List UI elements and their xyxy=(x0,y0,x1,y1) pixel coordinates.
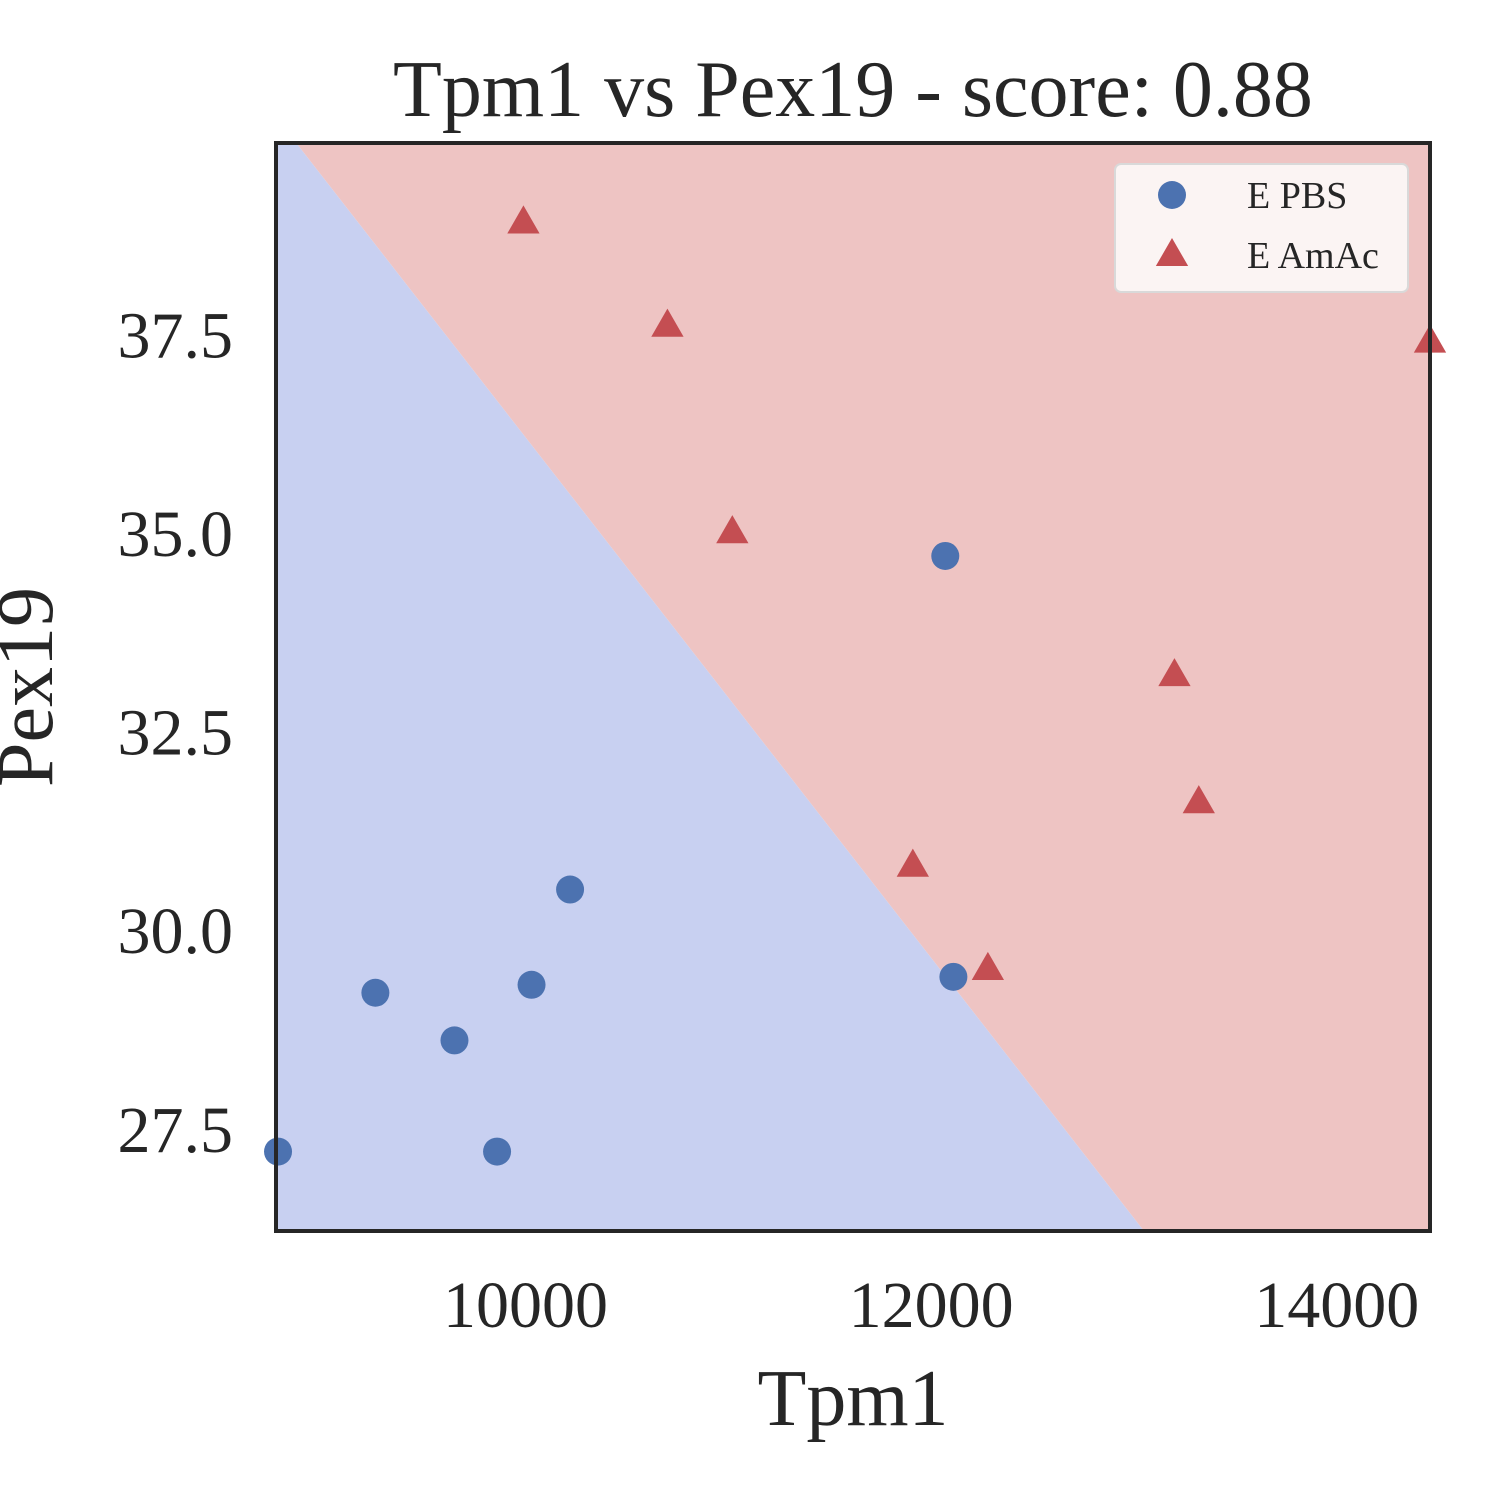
legend-label: E AmAc xyxy=(1247,235,1379,277)
region-lower-left xyxy=(276,143,1145,1231)
legend-marker-triangle xyxy=(1155,238,1189,267)
point-e-amac-2 xyxy=(716,515,749,544)
point-e-pbs-3 xyxy=(483,1137,512,1166)
point-e-pbs-6 xyxy=(931,541,960,570)
point-e-amac-1 xyxy=(651,308,684,337)
legend-box xyxy=(1114,163,1409,293)
point-e-pbs-1 xyxy=(361,978,390,1007)
data-points xyxy=(264,205,1447,1166)
point-e-amac-4 xyxy=(971,951,1005,980)
point-e-pbs-0 xyxy=(264,1137,293,1166)
point-e-amac-5 xyxy=(1158,658,1191,687)
point-e-pbs-4 xyxy=(517,970,546,999)
point-e-amac-6 xyxy=(1182,785,1215,814)
legend-marker-circle xyxy=(1158,181,1186,209)
decision-regions xyxy=(276,143,1430,1231)
point-e-pbs-7 xyxy=(939,962,968,991)
region-upper-right xyxy=(296,143,1430,1231)
x-axis-ticks: 10000 12000 14000 xyxy=(443,1269,1419,1342)
point-e-pbs-2 xyxy=(440,1026,469,1055)
legend-label: E PBS xyxy=(1247,175,1347,217)
x-tick-label: 10000 xyxy=(443,1269,608,1342)
point-e-amac-0 xyxy=(507,205,540,234)
y-tick-label: 30.0 xyxy=(118,895,234,968)
x-tick-label: 12000 xyxy=(849,1269,1014,1342)
x-tick-label: 14000 xyxy=(1254,1269,1419,1342)
y-tick-label: 32.5 xyxy=(118,697,234,770)
chart-title: Tpm1 vs Pex19 - score: 0.88 xyxy=(393,46,1313,134)
y-tick-label: 37.5 xyxy=(118,300,234,373)
point-e-pbs-5 xyxy=(556,875,585,904)
x-axis-label: Tpm1 xyxy=(757,1355,948,1443)
y-tick-label: 35.0 xyxy=(118,498,234,571)
y-axis-label: Pex19 xyxy=(0,587,70,787)
y-axis-ticks: 27.5 30.0 32.5 35.0 37.5 xyxy=(118,300,234,1167)
y-tick-label: 27.5 xyxy=(118,1094,234,1167)
point-e-amac-3 xyxy=(896,848,929,877)
legend: E PBS E AmAc xyxy=(1114,163,1409,293)
plot-frame xyxy=(274,141,1432,1233)
